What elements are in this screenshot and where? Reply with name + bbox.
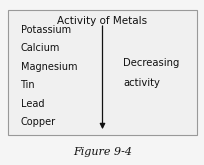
Text: Tin: Tin [20, 80, 35, 90]
Text: Decreasing: Decreasing [122, 58, 178, 68]
Text: Calcium: Calcium [20, 43, 60, 53]
Text: Figure 9-4: Figure 9-4 [73, 147, 131, 157]
Text: Potassium: Potassium [20, 25, 70, 35]
Text: Copper: Copper [20, 117, 55, 127]
Text: Magnesium: Magnesium [20, 62, 77, 72]
FancyBboxPatch shape [8, 10, 196, 135]
Text: activity: activity [122, 78, 159, 87]
Text: Activity of Metals: Activity of Metals [57, 16, 147, 26]
Text: Lead: Lead [20, 99, 44, 109]
